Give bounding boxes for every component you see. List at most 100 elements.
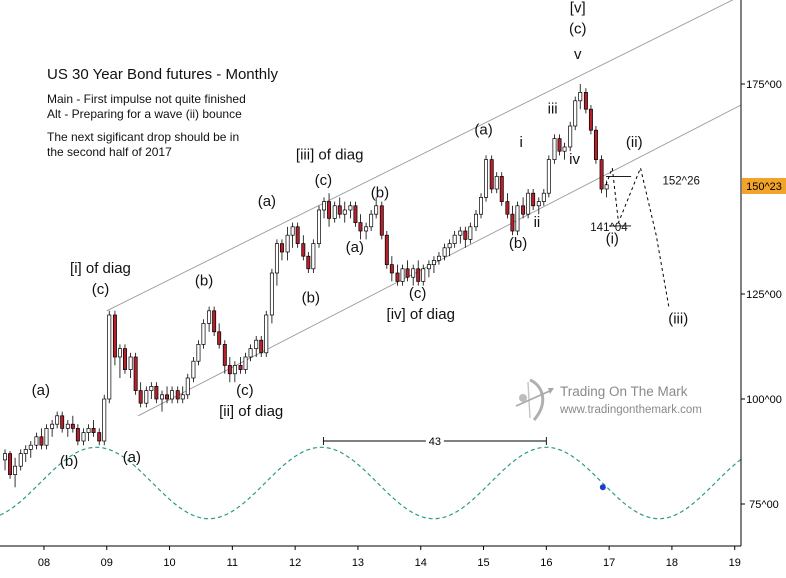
candle-body-up [348, 205, 353, 211]
wave-label: (b) [302, 289, 320, 306]
candle [447, 239, 452, 257]
candle [3, 449, 7, 471]
candle [431, 256, 436, 273]
candle [463, 226, 468, 248]
candle-body-up [515, 205, 520, 232]
candle [65, 420, 70, 437]
candle-body-up [573, 100, 578, 127]
candle [144, 386, 149, 408]
wave-label: (a) [32, 382, 50, 399]
wave-label: iii [548, 100, 558, 117]
candle [295, 222, 300, 248]
candle-body-up [342, 209, 347, 215]
chart-title: US 30 Year Bond futures - Monthly [47, 66, 278, 83]
candle-body-up [28, 444, 33, 450]
candle [248, 344, 253, 362]
candle-body-down [337, 205, 342, 215]
candle-body-up [411, 268, 416, 278]
candle-body-up [269, 272, 274, 316]
span-label: 43 [429, 436, 441, 448]
candle [102, 394, 107, 446]
note-line: the second half of 2017 [47, 145, 172, 159]
candle [154, 382, 159, 404]
candle [55, 411, 60, 429]
wave-label: (b) [195, 273, 213, 290]
candle-body-down [154, 386, 159, 400]
candle-body-up [149, 386, 154, 391]
candle [91, 420, 96, 437]
candle [515, 201, 520, 236]
candle-body-up [442, 247, 447, 257]
cycle-wave: 43 [0, 435, 742, 520]
candle-body-down [75, 428, 80, 442]
candle [180, 386, 185, 404]
candle-body-down [91, 428, 96, 433]
candle [416, 260, 421, 286]
candle [128, 352, 133, 378]
candle [364, 222, 369, 240]
candle-body-down [212, 310, 217, 333]
candle-body-down [138, 390, 143, 404]
candle [75, 424, 80, 446]
level-label: 141^04 [590, 222, 628, 234]
candle-body-up [50, 423, 55, 429]
candle [112, 310, 117, 366]
candle [499, 172, 504, 206]
candle [217, 323, 222, 349]
candle-body-down [295, 226, 300, 244]
candle-body-up [248, 348, 253, 358]
candle-body-down [301, 243, 306, 257]
candle-body-up [128, 356, 133, 370]
projection-path [605, 166, 670, 307]
candle-body-up [447, 243, 452, 249]
candle-body-up [207, 310, 212, 324]
candle [311, 239, 316, 273]
candle [50, 420, 55, 437]
candle [562, 142, 567, 160]
candle-body-up [562, 146, 567, 152]
candle-body-up [604, 184, 609, 190]
candle-body-down [416, 268, 421, 282]
candle [254, 336, 259, 357]
candle [546, 155, 551, 198]
cycle-curve [0, 446, 742, 520]
candle [133, 352, 138, 395]
wave-label: (c) [569, 21, 587, 38]
x-tick-label: 12 [289, 557, 301, 569]
candle [348, 201, 353, 219]
candle [384, 231, 389, 269]
candle-body-up [541, 192, 546, 202]
candle-body-down [238, 365, 243, 370]
candle [479, 193, 483, 219]
x-tick-label: 15 [477, 557, 489, 569]
candle [474, 210, 478, 231]
candle-body-up [332, 205, 337, 219]
x-tick-label: 11 [227, 557, 238, 569]
candle [149, 382, 154, 399]
cycle-marker-point [599, 484, 606, 491]
candle-body-up [322, 201, 327, 211]
candle [426, 260, 431, 278]
candle-body-up [458, 230, 463, 236]
candle-body-up [232, 365, 237, 375]
candle [8, 451, 13, 479]
candle-body-up [421, 268, 426, 282]
candle-body-up [191, 360, 196, 379]
candle-body-up [117, 348, 122, 358]
candle [175, 386, 180, 404]
candle-body-down [593, 129, 598, 160]
candle [285, 226, 290, 261]
candle-body-up [536, 201, 541, 207]
note-gap [47, 122, 278, 130]
candle-body-up [526, 192, 531, 215]
y-tick-label: 75^00 [749, 499, 779, 511]
candle-body-up [369, 213, 374, 228]
candle [436, 252, 441, 265]
wave-label: (b) [509, 235, 527, 252]
candle-body-down [133, 356, 138, 391]
candle-body-down [599, 159, 604, 190]
wave-label: (c) [92, 281, 110, 298]
candle-body-up [144, 390, 149, 404]
brand-logo: Trading On The Mark www.tradingonthemark… [510, 376, 710, 426]
